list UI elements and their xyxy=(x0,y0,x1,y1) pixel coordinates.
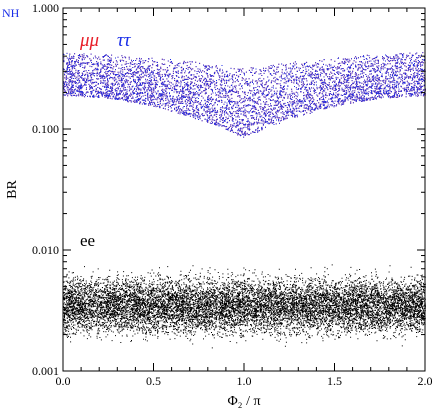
y-tick-label: 0.010 xyxy=(32,243,59,257)
x-tick-label: 0.0 xyxy=(56,374,71,388)
x-axis-label: Φ₂ / π xyxy=(227,394,260,409)
x-tick-label: 0.5 xyxy=(146,374,161,388)
corner-label: NH xyxy=(2,6,20,20)
y-tick-label: 0.001 xyxy=(32,364,59,378)
legend-label-tautau: ττ xyxy=(117,30,132,51)
series-1-points xyxy=(63,52,426,138)
y-tick-label: 0.100 xyxy=(32,122,59,136)
legend-label-mumu: μμ xyxy=(79,30,99,51)
x-tick-label: 1.0 xyxy=(237,374,252,388)
y-tick-label: 1.000 xyxy=(32,1,59,15)
series-2-points xyxy=(63,264,426,349)
axis-ticks: 0.0 0.5 1.0 1.5 2.0 0.001 0.010 0.100 1.000 xyxy=(32,1,433,388)
x-tick-label: 1.5 xyxy=(327,374,342,388)
y-axis-label: BR xyxy=(5,180,20,199)
x-tick-label: 2.0 xyxy=(418,374,433,388)
legend-label-ee: ee xyxy=(80,231,95,250)
series-1-point-cloud xyxy=(63,52,426,138)
series-2-point-cloud xyxy=(63,264,426,349)
scatter-points xyxy=(63,52,426,349)
